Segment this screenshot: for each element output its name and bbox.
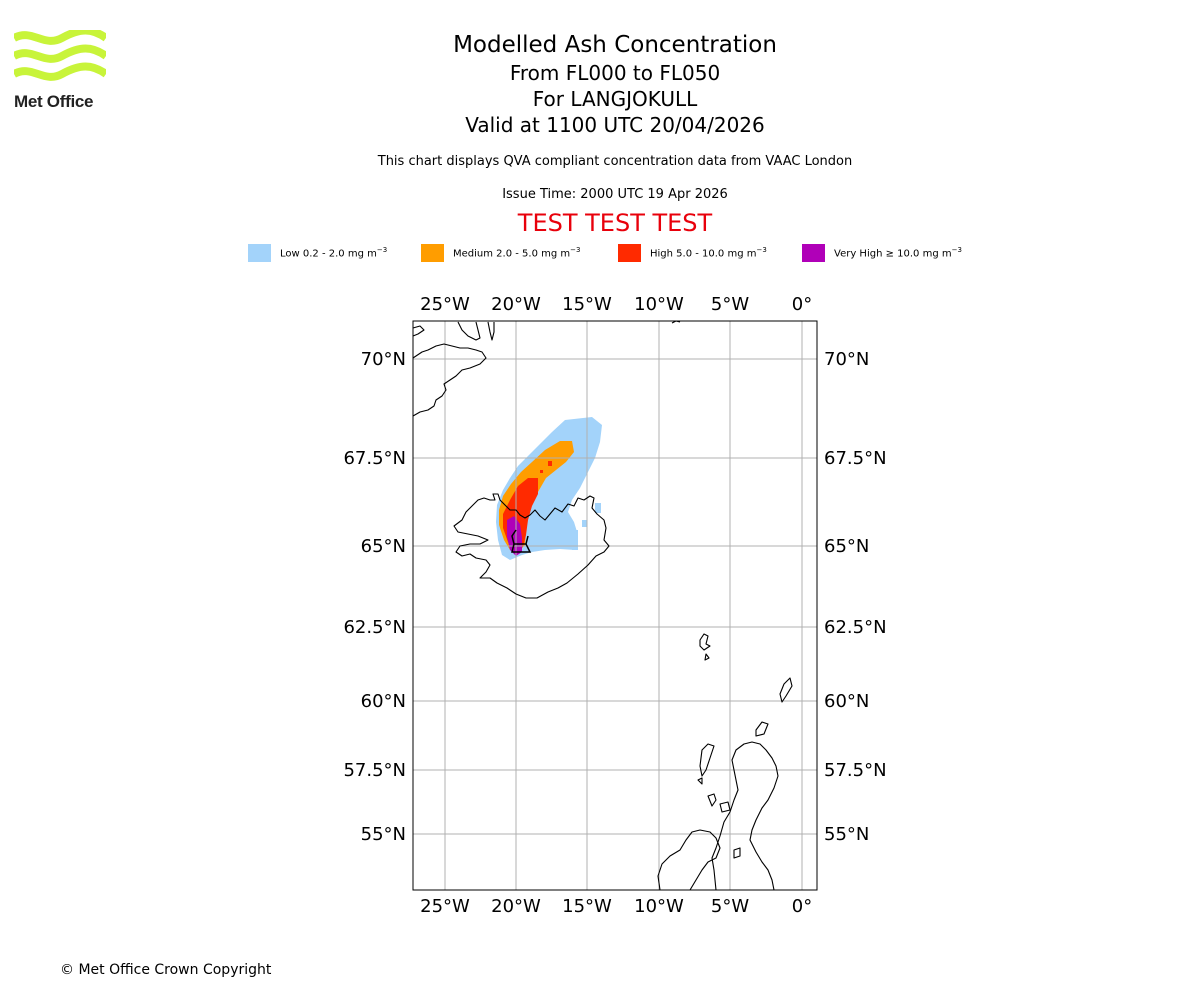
chart-title: Modelled Ash Concentration bbox=[453, 32, 777, 58]
coast-northern-ireland-ireland bbox=[657, 829, 721, 891]
plume-low-patch-1 bbox=[595, 503, 601, 513]
coast-orkney bbox=[755, 721, 769, 737]
flight-level-range: From FL000 to FL050 bbox=[509, 61, 721, 85]
lat-tick-right-65n: 65°N bbox=[824, 536, 869, 557]
plume-high-spot-2 bbox=[540, 470, 543, 473]
lat-tick-right-62-5n: 62.5°N bbox=[824, 617, 887, 638]
lon-tick-bottom-0: 0° bbox=[792, 896, 812, 917]
coastlines bbox=[412, 320, 793, 891]
lat-tick-left-57-5n: 57.5°N bbox=[343, 760, 406, 781]
legend-swatch-very-high bbox=[802, 244, 825, 262]
volcano-source-marker bbox=[511, 529, 532, 553]
volcano-name: For LANGJOKULL bbox=[532, 87, 698, 111]
map-frame bbox=[412, 320, 818, 891]
legend-item-very-high: Very High ≥ 10.0 mg m−3 bbox=[802, 244, 962, 262]
legend-label-medium: Medium 2.0 - 5.0 mg m bbox=[453, 248, 571, 260]
lon-tick-bottom-15w: 15°W bbox=[562, 896, 612, 917]
valid-time: Valid at 1100 UTC 20/04/2026 bbox=[465, 113, 765, 137]
legend-item-medium: Medium 2.0 - 5.0 mg m−3 bbox=[421, 244, 580, 262]
map-gridlines bbox=[413, 321, 817, 890]
lon-tick-top-0: 0° bbox=[792, 294, 812, 315]
plume-low-patch-2 bbox=[572, 530, 578, 550]
lon-tick-bottom-20w: 20°W bbox=[491, 896, 541, 917]
coast-scotland bbox=[711, 741, 779, 891]
lon-tick-bottom-5w: 5°W bbox=[711, 896, 749, 917]
lat-tick-right-60n: 60°N bbox=[824, 691, 869, 712]
coast-greenland-north-2 bbox=[487, 321, 495, 341]
legend-label-very-high: Very High ≥ 10.0 mg m bbox=[834, 248, 952, 260]
lat-tick-left-55n: 55°N bbox=[361, 824, 406, 845]
logo-text: Met Office bbox=[14, 92, 94, 111]
lat-ticks-left: 70°N 67.5°N 65°N 62.5°N 60°N 57.5°N 55°N bbox=[343, 349, 406, 845]
coast-greenland-north-1 bbox=[457, 321, 481, 341]
test-banner: TEST TEST TEST bbox=[517, 209, 713, 237]
lat-tick-left-62-5n: 62.5°N bbox=[343, 617, 406, 638]
legend-swatch-low bbox=[248, 244, 271, 262]
coast-hebrides bbox=[697, 743, 715, 785]
legend-label-low: Low 0.2 - 2.0 mg m bbox=[280, 248, 377, 260]
legend-swatch-medium bbox=[421, 244, 444, 262]
legend-label-high: High 5.0 - 10.0 mg m bbox=[650, 248, 757, 260]
legend-item-high: High 5.0 - 10.0 mg m−3 bbox=[618, 244, 767, 262]
coast-iceland bbox=[453, 493, 610, 599]
lat-tick-left-67-5n: 67.5°N bbox=[343, 448, 406, 469]
source-polygon bbox=[511, 529, 532, 553]
met-office-wave-icon bbox=[14, 30, 106, 81]
concentration-legend: Low 0.2 - 2.0 mg m−3 Medium 2.0 - 5.0 mg… bbox=[248, 244, 1008, 264]
lat-tick-left-65n: 65°N bbox=[361, 536, 406, 557]
lon-tick-top-10w: 10°W bbox=[634, 294, 684, 315]
legend-swatch-high bbox=[618, 244, 641, 262]
lat-tick-right-70n: 70°N bbox=[824, 349, 869, 370]
legend-item-low: Low 0.2 - 2.0 mg m−3 bbox=[248, 244, 387, 262]
coast-islands-west bbox=[707, 793, 731, 813]
coast-faroe-islands bbox=[699, 633, 711, 661]
lat-tick-left-70n: 70°N bbox=[361, 349, 406, 370]
compliance-note: This chart displays QVA compliant concen… bbox=[377, 154, 853, 169]
lat-tick-right-57-5n: 57.5°N bbox=[824, 760, 887, 781]
lon-tick-bottom-10w: 10°W bbox=[634, 896, 684, 917]
lon-tick-top-15w: 15°W bbox=[562, 294, 612, 315]
coast-greenland bbox=[412, 343, 487, 417]
issue-time: Issue Time: 2000 UTC 19 Apr 2026 bbox=[502, 187, 728, 202]
lat-tick-left-60n: 60°N bbox=[361, 691, 406, 712]
plume-low-patch-3 bbox=[582, 520, 587, 527]
copyright-notice: © Met Office Crown Copyright bbox=[60, 962, 272, 978]
lon-ticks-top: 25°W 20°W 15°W 10°W 5°W 0° bbox=[420, 294, 812, 315]
chart-header: Modelled Ash Concentration From FL000 to… bbox=[265, 30, 965, 237]
lat-ticks-right: 70°N 67.5°N 65°N 62.5°N 60°N 57.5°N 55°N bbox=[824, 349, 887, 845]
lat-tick-right-55n: 55°N bbox=[824, 824, 869, 845]
met-office-logo: Met Office bbox=[14, 30, 106, 112]
coast-isle-of-man bbox=[733, 847, 741, 859]
lon-tick-top-20w: 20°W bbox=[491, 294, 541, 315]
coast-greenland-north-3 bbox=[412, 325, 425, 337]
lon-tick-top-5w: 5°W bbox=[711, 294, 749, 315]
plume-high-spot-1 bbox=[548, 461, 552, 466]
coast-shetland bbox=[779, 677, 793, 703]
lon-tick-top-25w: 25°W bbox=[420, 294, 470, 315]
ash-plume bbox=[496, 417, 602, 560]
lon-ticks-bottom: 25°W 20°W 15°W 10°W 5°W 0° bbox=[420, 896, 812, 917]
lat-tick-right-67-5n: 67.5°N bbox=[824, 448, 887, 469]
lon-tick-bottom-25w: 25°W bbox=[420, 896, 470, 917]
